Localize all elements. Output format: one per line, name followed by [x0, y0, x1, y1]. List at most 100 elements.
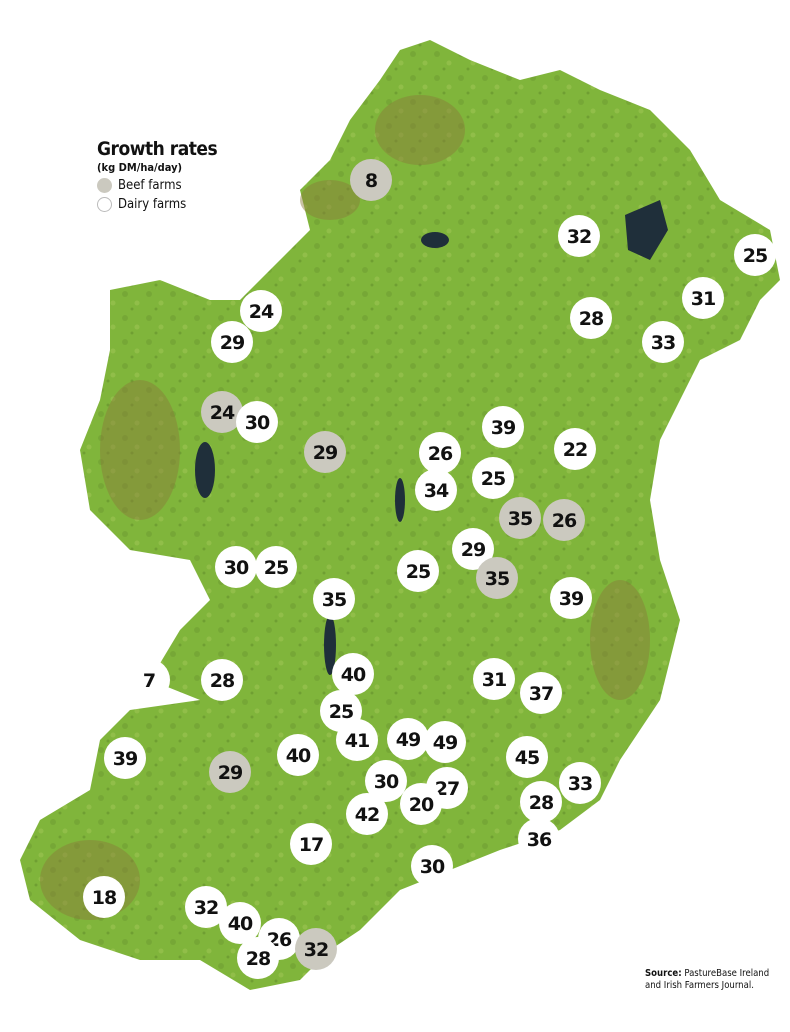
growth-rate-value: 39 [559, 588, 583, 610]
marker-circle [332, 653, 374, 695]
dairy-farm-marker: 30 [236, 401, 278, 443]
marker-circle [350, 159, 392, 201]
dairy-farm-marker: 28 [570, 297, 612, 339]
legend: Growth rates (kg DM/ha/day) Beef farms D… [97, 138, 218, 212]
marker-circle [499, 497, 541, 539]
growth-rate-value: 30 [374, 771, 399, 793]
marker-circle [240, 290, 282, 332]
growth-rate-value: 25 [743, 245, 767, 267]
marker-circle [473, 658, 515, 700]
growth-rate-value: 27 [435, 778, 459, 800]
dairy-farm-marker: 34 [415, 469, 457, 511]
dairy-farm-marker: 49 [387, 718, 429, 760]
growth-rate-value: 39 [491, 417, 515, 439]
dairy-farm-marker: 33 [642, 321, 684, 363]
growth-rate-value: 18 [92, 887, 117, 909]
dairy-farm-marker: 26 [419, 432, 461, 474]
growth-rate-value: 7 [143, 670, 155, 692]
marker-circle [419, 432, 461, 474]
marker-circle [400, 783, 442, 825]
marker-circle [237, 937, 279, 979]
beef-farm-marker: 32 [295, 928, 337, 970]
growth-rate-value: 17 [299, 834, 323, 856]
growth-rate-value: 32 [304, 939, 328, 961]
marker-circle [543, 499, 585, 541]
growth-rate-value: 30 [224, 557, 249, 579]
growth-rate-value: 31 [482, 669, 506, 691]
growth-rate-value: 35 [322, 589, 346, 611]
dairy-farm-marker: 40 [332, 653, 374, 695]
marker-circle [365, 760, 407, 802]
marker-circle [215, 546, 257, 588]
marker-circle [201, 659, 243, 701]
source-note: Source: PastureBase Ireland and Irish Fa… [645, 968, 769, 992]
growth-rate-value: 35 [485, 568, 509, 590]
growth-rate-value: 25 [264, 557, 288, 579]
lakes [195, 200, 668, 675]
growth-rate-value: 29 [218, 762, 242, 784]
marker-circle [128, 659, 170, 701]
growth-rate-value: 24 [249, 301, 274, 323]
dairy-farm-marker: 29 [211, 321, 253, 363]
growth-rate-value: 45 [515, 747, 539, 769]
marker-circle [518, 818, 560, 860]
marker-circle [558, 215, 600, 257]
beef-farm-marker: 8 [350, 159, 392, 201]
growth-rate-value: 26 [552, 510, 577, 532]
marker-circle [277, 734, 319, 776]
beef-farm-marker: 26 [543, 499, 585, 541]
beef-farm-marker: 29 [304, 431, 346, 473]
marker-circle [387, 718, 429, 760]
growth-rate-value: 28 [529, 792, 554, 814]
dairy-farm-marker: 41 [336, 719, 378, 761]
dairy-farm-marker: 17 [290, 823, 332, 865]
dairy-farm-marker: 20 [400, 783, 442, 825]
dairy-farm-marker: 42 [346, 793, 388, 835]
dairy-farm-marker: 32 [185, 886, 227, 928]
highland-areas [40, 95, 650, 920]
marker-circle [201, 391, 243, 433]
growth-rate-value: 28 [246, 948, 271, 970]
marker-circle [290, 823, 332, 865]
growth-rate-value: 41 [345, 730, 369, 752]
marker-circle [236, 401, 278, 443]
marker-circle [209, 751, 251, 793]
growth-rate-value: 28 [579, 308, 604, 330]
dairy-farm-marker: 30 [215, 546, 257, 588]
dairy-farm-marker: 35 [313, 578, 355, 620]
beef-farm-marker: 29 [209, 751, 251, 793]
growth-rate-value: 33 [568, 773, 592, 795]
legend-dairy-label: Dairy farms [118, 197, 187, 212]
dairy-farm-marker: 25 [472, 457, 514, 499]
marker-circle [506, 736, 548, 778]
growth-rate-value: 40 [228, 913, 253, 935]
dairy-farm-marker: 39 [550, 577, 592, 619]
growth-rate-value: 25 [481, 468, 505, 490]
marker-circle [482, 406, 524, 448]
growth-rate-value: 33 [651, 332, 675, 354]
dairy-farm-marker: 25 [397, 550, 439, 592]
marker-circle [346, 793, 388, 835]
beef-farm-marker: 24 [201, 391, 243, 433]
dairy-farm-marker: 45 [506, 736, 548, 778]
marker-circle [185, 886, 227, 928]
dairy-farm-marker: 37 [520, 672, 562, 714]
growth-rate-value: 40 [286, 745, 311, 767]
growth-rate-value: 28 [210, 670, 235, 692]
marker-circle [411, 845, 453, 887]
marker-circle [304, 431, 346, 473]
growth-rate-value: 25 [406, 561, 430, 583]
growth-rate-value: 32 [194, 897, 218, 919]
growth-rate-value: 30 [420, 856, 445, 878]
dairy-farm-marker: 30 [365, 760, 407, 802]
dairy-farm-marker: 30 [411, 845, 453, 887]
growth-rate-value: 34 [424, 480, 449, 502]
growth-rate-value: 20 [409, 794, 434, 816]
legend-unit: (kg DM/ha/day) [97, 161, 183, 174]
marker-circle [104, 737, 146, 779]
growth-rate-value: 29 [461, 539, 485, 561]
dairy-swatch-icon [97, 197, 112, 212]
legend-title: Growth rates [97, 138, 218, 160]
beef-swatch-icon [97, 178, 112, 193]
marker-circle [570, 297, 612, 339]
